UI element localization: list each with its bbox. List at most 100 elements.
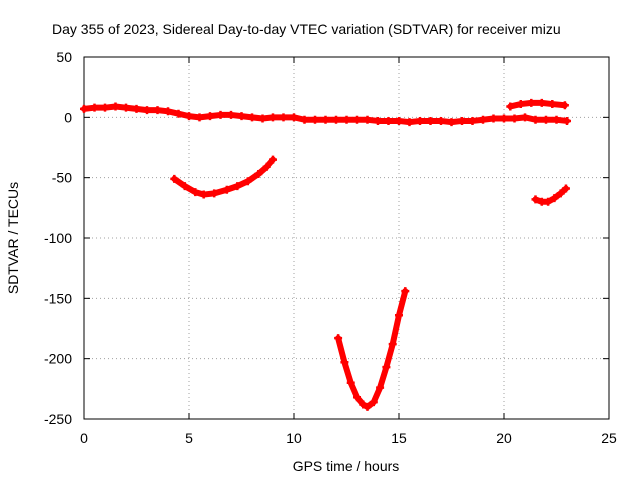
data-point xyxy=(544,197,553,206)
data-point xyxy=(552,115,561,124)
data-point xyxy=(384,116,393,125)
data-point xyxy=(550,194,559,203)
data-point xyxy=(195,113,204,122)
data-point xyxy=(243,177,252,186)
series-0 xyxy=(80,102,571,127)
data-point xyxy=(199,190,208,199)
y-tick-label: -250 xyxy=(44,411,72,427)
data-point xyxy=(531,195,540,204)
data-point xyxy=(143,106,151,115)
data-point xyxy=(279,113,288,122)
series-trace xyxy=(335,288,409,410)
data-point xyxy=(210,189,219,198)
y-axis-label: SDTVAR / TECUs xyxy=(5,182,21,294)
data-point xyxy=(254,170,263,179)
data-point xyxy=(216,110,225,119)
data-point xyxy=(180,182,189,191)
x-tick-label: 25 xyxy=(601,430,617,446)
chart-title: Day 355 of 2023, Sidereal Day-to-day VTE… xyxy=(52,21,561,37)
y-tick-label: 50 xyxy=(56,49,72,65)
data-point xyxy=(222,185,231,194)
data-point xyxy=(516,100,525,109)
data-point xyxy=(269,113,277,122)
data-point xyxy=(468,116,477,125)
data-point xyxy=(563,116,571,125)
data-point xyxy=(353,115,361,124)
data-point xyxy=(300,115,309,124)
y-tick-label: 0 xyxy=(64,109,72,125)
x-tick-label: 15 xyxy=(391,430,407,446)
data-point xyxy=(542,115,550,124)
data-point xyxy=(405,118,414,127)
data-point xyxy=(506,102,515,111)
data-point xyxy=(479,115,487,124)
data-series xyxy=(80,98,571,411)
data-point xyxy=(340,358,349,367)
data-point xyxy=(363,402,372,411)
data-point xyxy=(561,184,570,193)
data-point xyxy=(185,112,193,121)
x-axis-label: GPS time / hours xyxy=(293,458,400,474)
x-tick-label: 5 xyxy=(185,430,193,446)
data-point xyxy=(395,116,403,125)
data-point xyxy=(521,113,529,122)
data-point xyxy=(101,103,109,112)
data-point xyxy=(334,334,343,343)
y-tick-label: -200 xyxy=(44,351,72,367)
axis-ticks: 0 5 10 15 20 25 50 0 -50 -100 -150 -200 -250 xyxy=(44,49,617,446)
data-point xyxy=(262,162,271,171)
data-point xyxy=(416,116,424,125)
data-point xyxy=(237,112,246,121)
data-point xyxy=(359,400,368,409)
data-point xyxy=(170,174,179,183)
data-point xyxy=(122,103,130,112)
data-point xyxy=(311,115,319,124)
data-point xyxy=(80,104,88,113)
data-point xyxy=(174,109,183,118)
data-point xyxy=(527,98,536,107)
data-point xyxy=(153,106,162,115)
data-point xyxy=(248,113,256,122)
data-point xyxy=(531,115,540,124)
data-point xyxy=(321,115,330,124)
data-point xyxy=(363,115,372,124)
data-point xyxy=(164,107,172,116)
data-point xyxy=(395,311,403,320)
data-point xyxy=(510,114,519,123)
data-point xyxy=(447,118,456,127)
data-point xyxy=(401,287,410,296)
data-point xyxy=(227,110,235,119)
x-tick-label: 10 xyxy=(286,430,302,446)
data-point xyxy=(233,182,242,191)
data-point xyxy=(426,116,435,125)
data-point xyxy=(376,383,385,392)
data-point xyxy=(290,113,298,122)
data-point xyxy=(560,101,569,110)
data-point xyxy=(369,398,378,407)
data-point xyxy=(458,116,466,125)
data-point xyxy=(332,115,340,124)
series-4 xyxy=(531,184,570,206)
data-point xyxy=(346,378,355,387)
data-point xyxy=(382,363,391,372)
y-tick-label: -150 xyxy=(44,290,72,306)
x-tick-label: 20 xyxy=(496,430,512,446)
data-point xyxy=(388,340,397,349)
y-tick-label: -50 xyxy=(52,170,72,186)
series-3 xyxy=(334,287,410,411)
data-point xyxy=(500,114,508,123)
data-point xyxy=(548,100,557,109)
data-point xyxy=(537,98,546,107)
data-point xyxy=(206,112,214,121)
data-point xyxy=(90,103,99,112)
data-point xyxy=(132,104,141,113)
data-point xyxy=(556,189,565,198)
data-point xyxy=(353,393,361,402)
data-point xyxy=(342,115,351,124)
series-1 xyxy=(506,98,569,111)
series-2 xyxy=(170,155,277,199)
data-point xyxy=(489,114,498,123)
data-point xyxy=(269,155,277,164)
data-point xyxy=(374,116,382,125)
